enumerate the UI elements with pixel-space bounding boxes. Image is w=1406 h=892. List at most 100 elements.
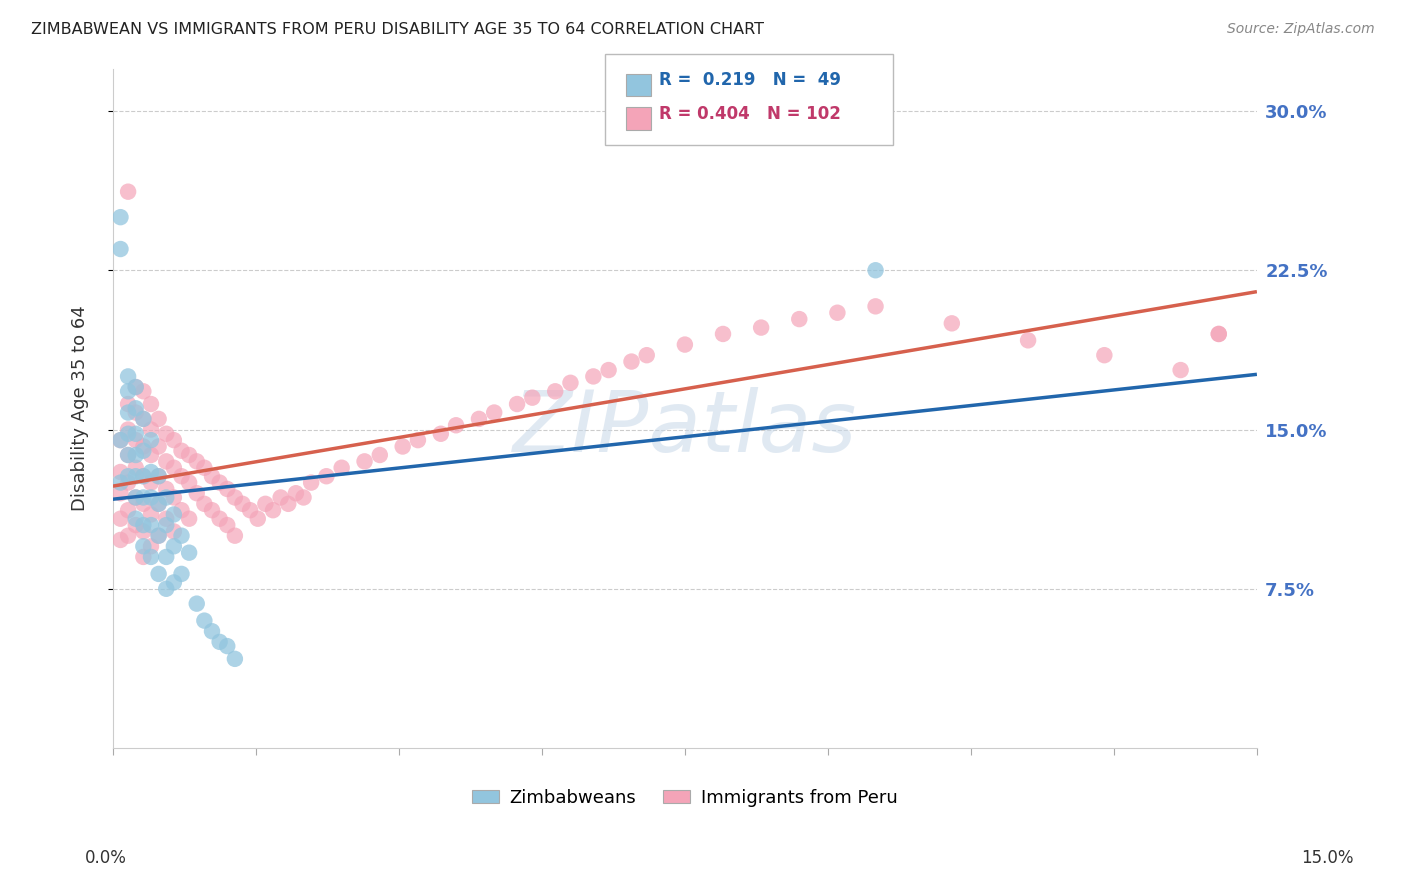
Point bbox=[125, 469, 148, 483]
Point bbox=[482, 405, 505, 419]
Point bbox=[163, 524, 186, 539]
Point bbox=[1208, 326, 1230, 341]
Point bbox=[132, 384, 155, 399]
Point bbox=[139, 549, 162, 564]
Point bbox=[582, 369, 605, 384]
Point bbox=[125, 426, 148, 441]
Point bbox=[170, 503, 193, 517]
Point bbox=[170, 469, 193, 483]
Point bbox=[406, 433, 429, 447]
Point bbox=[315, 469, 337, 483]
Point bbox=[155, 491, 177, 505]
Point bbox=[208, 475, 231, 490]
Point bbox=[125, 491, 148, 505]
Point bbox=[155, 518, 177, 533]
Point bbox=[865, 299, 887, 313]
Point bbox=[148, 529, 170, 543]
Point bbox=[139, 518, 162, 533]
Point bbox=[139, 539, 162, 553]
Point bbox=[246, 512, 269, 526]
Point bbox=[125, 380, 148, 394]
Point bbox=[598, 363, 620, 377]
Point bbox=[110, 512, 132, 526]
Point bbox=[544, 384, 567, 399]
Point bbox=[430, 426, 453, 441]
Point bbox=[179, 512, 201, 526]
Point bbox=[353, 454, 375, 468]
Point bbox=[125, 512, 148, 526]
Point bbox=[125, 401, 148, 416]
Point bbox=[284, 486, 307, 500]
Point bbox=[262, 503, 284, 517]
Point bbox=[117, 423, 139, 437]
Point bbox=[787, 312, 810, 326]
Point bbox=[125, 380, 148, 394]
Point bbox=[117, 384, 139, 399]
Point bbox=[132, 412, 155, 426]
Point bbox=[110, 242, 132, 256]
Text: Source: ZipAtlas.com: Source: ZipAtlas.com bbox=[1227, 22, 1375, 37]
Point bbox=[139, 423, 162, 437]
Point bbox=[170, 529, 193, 543]
Text: 0.0%: 0.0% bbox=[84, 849, 127, 867]
Point bbox=[139, 433, 162, 447]
Point bbox=[148, 440, 170, 454]
Point bbox=[201, 503, 224, 517]
Point bbox=[170, 443, 193, 458]
Point bbox=[132, 469, 155, 483]
Point bbox=[125, 460, 148, 475]
Point bbox=[1092, 348, 1115, 362]
Point bbox=[117, 397, 139, 411]
Point bbox=[186, 597, 208, 611]
Point bbox=[148, 497, 170, 511]
Point bbox=[224, 529, 246, 543]
Point bbox=[673, 337, 696, 351]
Point bbox=[132, 518, 155, 533]
Point bbox=[132, 443, 155, 458]
Point bbox=[239, 503, 262, 517]
Point bbox=[179, 448, 201, 462]
Point bbox=[155, 582, 177, 596]
Text: ZIPatlas: ZIPatlas bbox=[513, 387, 858, 470]
Point bbox=[132, 549, 155, 564]
Point bbox=[110, 210, 132, 224]
Point bbox=[139, 508, 162, 522]
Point bbox=[560, 376, 582, 390]
Point bbox=[224, 491, 246, 505]
Point bbox=[132, 440, 155, 454]
Point bbox=[132, 539, 155, 553]
Point bbox=[139, 491, 162, 505]
Point bbox=[217, 518, 239, 533]
Point bbox=[148, 469, 170, 483]
Point bbox=[155, 512, 177, 526]
Point bbox=[163, 491, 186, 505]
Y-axis label: Disability Age 35 to 64: Disability Age 35 to 64 bbox=[72, 305, 89, 511]
Point bbox=[186, 486, 208, 500]
Point bbox=[224, 652, 246, 666]
Point bbox=[117, 469, 139, 483]
Point bbox=[163, 433, 186, 447]
Point bbox=[110, 486, 132, 500]
Point bbox=[125, 433, 148, 447]
Point bbox=[270, 491, 292, 505]
Point bbox=[117, 448, 139, 462]
Point bbox=[132, 497, 155, 511]
Point bbox=[139, 475, 162, 490]
Point bbox=[636, 348, 658, 362]
Point bbox=[506, 397, 529, 411]
Point bbox=[201, 624, 224, 639]
Point bbox=[865, 263, 887, 277]
Point bbox=[620, 354, 643, 368]
Point bbox=[117, 405, 139, 419]
Point bbox=[117, 475, 139, 490]
Point bbox=[1170, 363, 1192, 377]
Point bbox=[217, 482, 239, 496]
Point bbox=[231, 497, 253, 511]
Point bbox=[139, 448, 162, 462]
Point bbox=[277, 497, 299, 511]
Text: R =  0.219   N =  49: R = 0.219 N = 49 bbox=[659, 71, 841, 89]
Point bbox=[155, 426, 177, 441]
Point bbox=[125, 491, 148, 505]
Point bbox=[155, 482, 177, 496]
Point bbox=[163, 575, 186, 590]
